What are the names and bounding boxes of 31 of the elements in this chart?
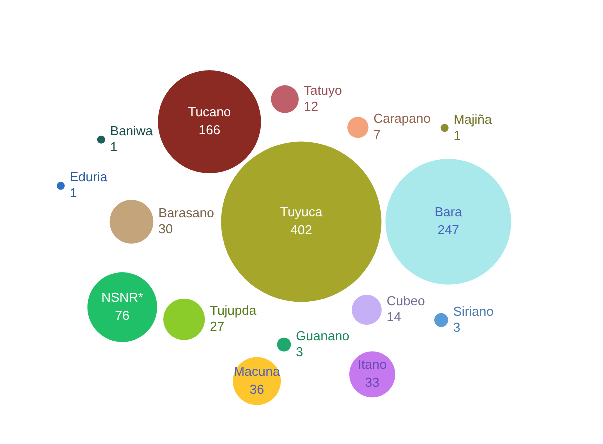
data-label: 3: [453, 320, 461, 335]
data-label: 1: [70, 186, 78, 201]
category-label: Eduria: [70, 170, 108, 185]
category-label: Majiña: [454, 112, 493, 127]
data-label: 33: [365, 375, 380, 390]
category-label: Tuyuca: [280, 204, 324, 220]
category-label: NSNR*: [102, 290, 144, 305]
data-label: 30: [158, 222, 174, 237]
category-label: Guanano: [296, 328, 350, 344]
category-label: Carapano: [374, 111, 431, 126]
data-label: 36: [250, 382, 264, 397]
data-label: 166: [198, 122, 221, 138]
data-label: 1: [454, 128, 462, 143]
data-label: 27: [210, 319, 225, 334]
category-label: Tucano: [188, 104, 232, 120]
category-label: Bara: [434, 204, 464, 220]
category-label: Tujupda: [210, 303, 258, 318]
data-label: 3: [296, 344, 304, 360]
category-label: Baniwa: [110, 123, 154, 138]
data-label: 12: [304, 98, 318, 114]
data-label: 247: [438, 222, 460, 238]
category-label: Cubeo: [386, 294, 426, 309]
category-label: Itano: [358, 357, 387, 372]
data-label: 7: [374, 127, 381, 142]
category-label: Tatuyo: [304, 82, 342, 98]
data-label: 1: [110, 139, 118, 154]
category-label: Barasano: [158, 206, 214, 221]
data-label: 76: [115, 308, 130, 323]
category-label: Siriano: [453, 304, 494, 319]
data-label: 402: [290, 222, 312, 238]
data-label: 14: [386, 310, 402, 325]
